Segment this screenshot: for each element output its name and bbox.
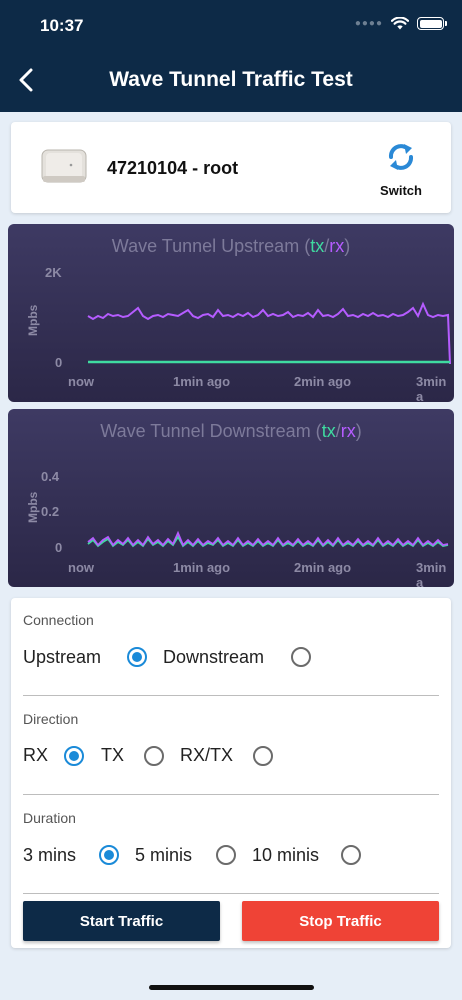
radio-upstream[interactable] [127, 647, 147, 667]
duration-label: Duration [23, 810, 76, 826]
wifi-icon [391, 17, 409, 30]
downstream-rx-line [87, 530, 449, 547]
option-downstream-label[interactable]: Downstream [163, 647, 265, 667]
switch-label: Switch [380, 183, 422, 198]
upstream-y-tick-0: 0 [55, 355, 63, 370]
option-5mins-label[interactable]: 5 minis [135, 845, 193, 865]
back-arrow-icon[interactable] [14, 66, 38, 94]
switch-button[interactable]: Switch [373, 140, 429, 198]
divider [23, 893, 439, 894]
downstream-y-tick-0: 0 [55, 540, 63, 555]
status-time: 10:37 [40, 16, 84, 35]
radio-5mins[interactable] [216, 845, 236, 865]
radio-tx[interactable] [144, 746, 164, 766]
radio-rx[interactable] [64, 746, 84, 766]
option-rxtx-label[interactable]: RX/TX [180, 745, 234, 765]
upstream-x-tick-1min: 1min ago [173, 374, 231, 389]
downstream-chart-title: Wave Tunnel Downstream (tx/rx) [100, 421, 362, 441]
divider [23, 695, 439, 696]
option-tx-label[interactable]: TX [101, 745, 125, 765]
option-3mins-label[interactable]: 3 mins [23, 845, 77, 865]
traffic-form-card: Connection Upstream Downstream Direction… [11, 598, 451, 948]
signal-dots-icon: ●●●● [354, 18, 383, 29]
downstream-tx-line [87, 535, 449, 548]
downstream-x-tick-1min: 1min ago [173, 560, 231, 575]
radio-downstream[interactable] [291, 647, 311, 667]
downstream-x-tick-3min: 3min a [416, 560, 447, 587]
connection-label: Connection [23, 612, 94, 628]
device-image-icon [41, 149, 87, 183]
app-header: 10:37 ●●●● Wave Tunnel Traffic Test [0, 0, 462, 112]
upstream-chart: Wave Tunnel Upstream (tx/rx) Mpbs 2K 0 n… [8, 224, 454, 402]
start-traffic-button[interactable]: Start Traffic [23, 901, 220, 941]
device-card: 47210104 - root Switch [11, 122, 451, 213]
upstream-rx-line [87, 301, 451, 365]
downstream-chart: Wave Tunnel Downstream (tx/rx) Mpbs 0.4 … [8, 409, 454, 587]
upstream-x-tick-3min: 3min a [416, 374, 447, 402]
option-upstream-label[interactable]: Upstream [23, 647, 102, 667]
page-title: Wave Tunnel Traffic Test [109, 68, 353, 91]
upstream-x-tick-2min: 2min ago [294, 374, 352, 389]
radio-3mins[interactable] [99, 845, 119, 865]
stop-traffic-button[interactable]: Stop Traffic [242, 901, 439, 941]
downstream-y-tick-04: 0.4 [41, 469, 60, 484]
upstream-y-tick-2k: 2K [45, 265, 62, 280]
refresh-icon [388, 144, 414, 170]
device-name: 47210104 - root [107, 158, 239, 178]
downstream-y-tick-02: 0.2 [41, 504, 60, 519]
radio-rxtx[interactable] [253, 746, 273, 766]
divider [23, 794, 439, 795]
upstream-x-tick-now: now [68, 374, 94, 389]
upstream-plot [87, 301, 451, 365]
option-rx-label[interactable]: RX [23, 745, 49, 765]
upstream-chart-title: Wave Tunnel Upstream (tx/rx) [111, 236, 351, 256]
radio-10mins[interactable] [341, 845, 361, 865]
status-icons: ●●●● [354, 17, 447, 30]
downstream-x-tick-2min: 2min ago [294, 560, 352, 575]
battery-icon [417, 17, 447, 30]
option-10mins-label[interactable]: 10 minis [252, 845, 320, 865]
home-indicator [149, 985, 314, 990]
downstream-plot [87, 530, 449, 548]
direction-label: Direction [23, 711, 79, 727]
downstream-x-tick-now: now [68, 560, 94, 575]
